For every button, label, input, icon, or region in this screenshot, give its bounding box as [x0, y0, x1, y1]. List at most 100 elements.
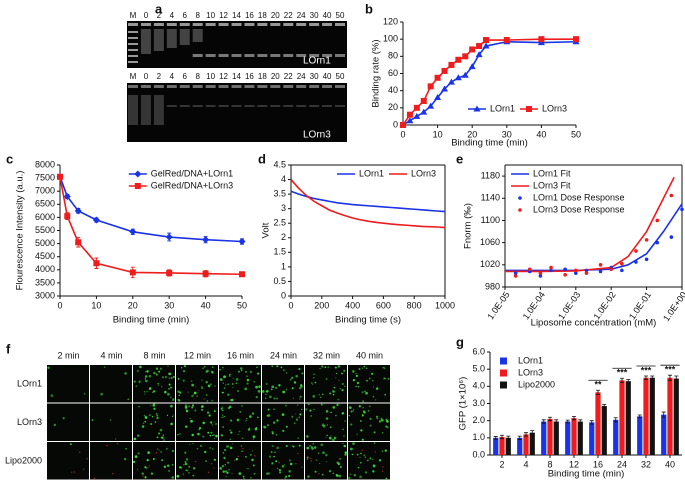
cell: [192, 442, 194, 445]
x-tick-label: 2: [499, 459, 504, 469]
cell: [281, 413, 285, 416]
cell: [171, 476, 175, 479]
error-bar: [524, 432, 528, 437]
gel-smear: [179, 29, 190, 45]
cell: [360, 452, 362, 455]
cell: [150, 422, 153, 426]
x-tick-label: 32: [641, 459, 651, 469]
gel-well: [205, 23, 216, 26]
cell: [253, 380, 256, 383]
cell: [271, 432, 274, 435]
marker: [634, 249, 638, 253]
cell: [134, 455, 138, 459]
cell: [166, 414, 169, 417]
cell: [246, 382, 249, 385]
cell: [172, 414, 174, 416]
lane-label: 50: [336, 11, 345, 20]
cell: [344, 420, 346, 422]
cell: [251, 450, 254, 452]
cell: [306, 458, 309, 460]
gel-band: [257, 105, 268, 107]
marker: [134, 183, 141, 189]
cell: [219, 467, 222, 470]
cell: [211, 366, 214, 369]
marker: [527, 267, 532, 272]
lane-label: 20: [271, 72, 280, 81]
cell: [222, 414, 224, 416]
gel-well: [192, 85, 203, 88]
marker: [92, 216, 100, 224]
cell: [348, 414, 350, 417]
gel-band: [128, 55, 138, 57]
cell: [170, 376, 173, 379]
cell: [326, 424, 328, 426]
cell: [271, 445, 274, 447]
cell: [363, 365, 366, 368]
marker: [669, 193, 674, 198]
cell: [293, 422, 296, 425]
cell: [229, 373, 231, 376]
bar: [565, 421, 571, 455]
marker: [483, 37, 490, 44]
cell: [330, 438, 332, 440]
cell: [283, 369, 285, 371]
cell: [335, 372, 338, 375]
cell: [227, 445, 230, 448]
cell: [232, 377, 234, 379]
x-tick-label: 0: [288, 300, 293, 310]
lane-label: M: [130, 72, 137, 81]
cell: [226, 471, 229, 474]
cell: [195, 386, 197, 388]
marker: [239, 271, 245, 278]
cell: [315, 459, 318, 461]
cell: [223, 376, 225, 378]
cell: [211, 372, 213, 374]
cell: [227, 393, 230, 396]
cell: [207, 431, 210, 434]
cell: [329, 470, 331, 473]
cell: [291, 415, 294, 418]
cell: [330, 411, 332, 414]
cell: [285, 475, 288, 478]
x-axis-label: Liposome concentration (mM): [531, 318, 657, 329]
cell: [275, 386, 278, 389]
cell: [211, 399, 213, 402]
marker: [406, 117, 414, 124]
cell: [221, 406, 224, 408]
x-tick-label: 24: [617, 459, 627, 469]
cell: [298, 416, 301, 419]
cell: [192, 394, 195, 396]
gel-well: [335, 23, 345, 26]
cell: [252, 435, 256, 439]
legend-label: LOrn3 Dose Response: [533, 204, 625, 214]
cell: [240, 445, 243, 447]
cell: [288, 459, 291, 462]
cell: [229, 446, 233, 450]
cell: [339, 457, 342, 460]
cell: [229, 399, 232, 401]
cell: [309, 457, 311, 460]
time-label: 4 min: [100, 350, 122, 360]
lane-label: 40: [323, 11, 332, 20]
cell: [301, 408, 303, 411]
gel-band: [309, 105, 320, 107]
marker: [549, 265, 553, 270]
gel-band: [179, 105, 190, 107]
cell: [313, 373, 315, 376]
cell: [249, 453, 252, 456]
gel-well: [296, 85, 307, 88]
y-axis-label: Volt: [261, 222, 272, 238]
bar: [529, 432, 535, 455]
cell: [246, 418, 248, 420]
legend-label: LOrn1 Fit: [533, 168, 571, 178]
cell: [138, 405, 140, 408]
cell: [153, 371, 156, 375]
cell: [173, 398, 175, 400]
cell: [237, 455, 239, 458]
cell: [309, 409, 312, 412]
cell: [330, 411, 333, 414]
marker: [129, 228, 137, 236]
cell: [225, 476, 227, 478]
cell: [171, 464, 174, 466]
cell: [167, 365, 169, 367]
